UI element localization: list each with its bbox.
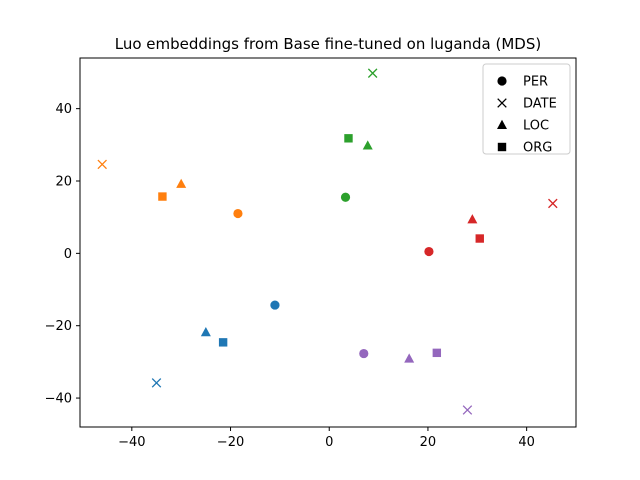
chart-title: Luo embeddings from Base fine-tuned on l… [115, 35, 541, 53]
legend-label: DATE [523, 97, 557, 112]
legend-label: ORG [523, 141, 552, 156]
data-point-x [151, 378, 162, 388]
legend-marker-circle [497, 76, 507, 86]
data-point-triangle [200, 327, 211, 337]
data-point-triangle [404, 353, 415, 363]
data-point-square [158, 192, 167, 201]
data-point-square [432, 348, 442, 358]
legend-box [482, 63, 571, 155]
x-tick-label: −20 [217, 435, 244, 450]
data-point-square [475, 234, 484, 243]
data-point-circle [359, 348, 369, 359]
data-point-circle [340, 192, 351, 202]
legend-label: LOC [523, 119, 549, 134]
legend-marker-x [497, 98, 507, 108]
data-point-x [462, 405, 473, 415]
legend-label: PER [523, 75, 548, 90]
data-point-circle [424, 246, 434, 257]
data-point-x [367, 68, 378, 78]
y-tick-label: 0 [64, 247, 72, 262]
axes-frame [79, 57, 577, 428]
data-point-triangle [467, 214, 478, 224]
x-tick-label: 40 [518, 435, 535, 450]
y-tick-label: −20 [45, 319, 72, 334]
legend: PER DATE LOC ORG [482, 63, 571, 156]
y-tick-label: −40 [45, 392, 72, 407]
data-point-x [97, 159, 107, 170]
y-tick-label: 20 [55, 175, 72, 190]
legend-marker-triangle [497, 119, 507, 129]
data-point-circle [233, 208, 243, 219]
data-point-square [344, 134, 353, 143]
plot-area: −40 −20 0 20 40 −40 −20 0 20 40 [45, 57, 577, 450]
data-point-square [218, 338, 228, 347]
data-point-x [548, 198, 558, 209]
x-tick-label: 0 [325, 435, 333, 450]
y-tick-label: 40 [55, 102, 72, 117]
x-tick-label: −40 [118, 435, 145, 450]
x-tick-label: 20 [420, 435, 437, 450]
legend-marker-square [497, 142, 507, 152]
data-point-triangle [362, 140, 373, 150]
data-point-triangle [176, 178, 187, 188]
data-point-circle [270, 300, 280, 310]
